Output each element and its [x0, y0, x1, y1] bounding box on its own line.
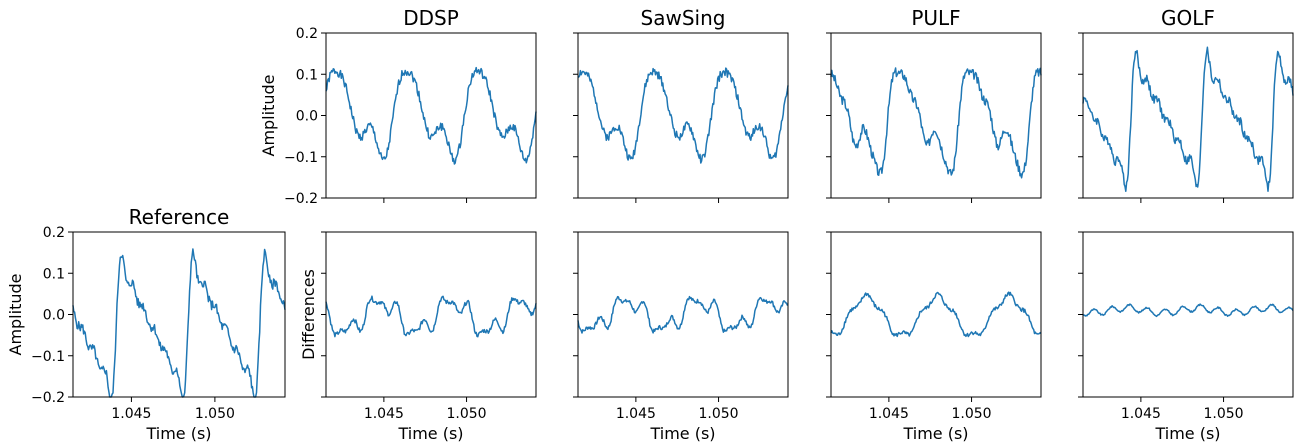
- ylabel-diff-ddsp: Differences: [299, 269, 318, 360]
- xtick-label-reference: 1.050: [195, 406, 235, 422]
- axes-frame-diff-golf: [1082, 231, 1294, 398]
- ytick-label-reference: −0.1: [31, 349, 65, 365]
- ytick-label-reference: −0.2: [31, 390, 65, 406]
- ylabel-reference: Amplitude: [6, 274, 25, 356]
- xtick-label-diff-golf: 1.050: [1204, 406, 1244, 422]
- xtick-label-diff-sawsing: 1.045: [616, 406, 656, 422]
- ytick-label-ddsp: 0.0: [296, 109, 318, 125]
- xlabel-diff-pulf: Time (s): [902, 424, 968, 443]
- xlabel-diff-sawsing: Time (s): [649, 424, 715, 443]
- panel-title-golf: GOLF: [1161, 6, 1215, 30]
- xtick-label-diff-golf: 1.045: [1121, 406, 1161, 422]
- series-line-diff-ddsp: [325, 295, 537, 338]
- xtick-label-diff-ddsp: 1.050: [447, 406, 487, 422]
- ytick-label-reference: 0.1: [43, 266, 65, 282]
- ytick-label-ddsp: 0.2: [296, 26, 318, 42]
- xlabel-diff-golf: Time (s): [1154, 424, 1220, 443]
- series-line-diff-pulf: [830, 291, 1042, 338]
- axes-frame-diff-pulf: [830, 231, 1042, 398]
- series-line-ddsp: [325, 66, 537, 165]
- ytick-label-ddsp: 0.1: [296, 67, 318, 83]
- ytick-label-ddsp: −0.1: [284, 150, 318, 166]
- ylabel-ddsp: Amplitude: [259, 75, 278, 157]
- xtick-label-diff-ddsp: 1.045: [364, 406, 404, 422]
- panel-title-sawsing: SawSing: [641, 6, 726, 30]
- axes-frame-ddsp: [325, 32, 537, 199]
- ytick-label-reference: 0.0: [43, 308, 65, 324]
- series-line-pulf: [830, 67, 1042, 179]
- xtick-label-diff-pulf: 1.045: [869, 406, 909, 422]
- panel-title-pulf: PULF: [911, 6, 960, 30]
- xtick-label-diff-pulf: 1.050: [952, 406, 992, 422]
- series-line-reference: [72, 248, 286, 398]
- axes-frame-golf: [1082, 32, 1294, 199]
- axes-frame-sawsing: [577, 32, 789, 199]
- xlabel-reference: Time (s): [145, 424, 211, 443]
- series-line-golf: [1082, 46, 1294, 192]
- xtick-label-reference: 1.045: [111, 406, 151, 422]
- series-line-sawsing: [577, 67, 789, 164]
- xlabel-diff-ddsp: Time (s): [397, 424, 463, 443]
- panel-title-reference: Reference: [129, 205, 230, 229]
- xtick-label-diff-sawsing: 1.050: [699, 406, 739, 422]
- axes-frame-diff-ddsp: [325, 231, 537, 398]
- panel-title-ddsp: DDSP: [403, 6, 459, 30]
- ytick-label-ddsp: −0.2: [284, 191, 318, 207]
- ytick-label-reference: 0.2: [43, 225, 65, 241]
- series-line-diff-golf: [1082, 303, 1294, 318]
- axes-frame-pulf: [830, 32, 1042, 199]
- series-line-diff-sawsing: [577, 295, 789, 334]
